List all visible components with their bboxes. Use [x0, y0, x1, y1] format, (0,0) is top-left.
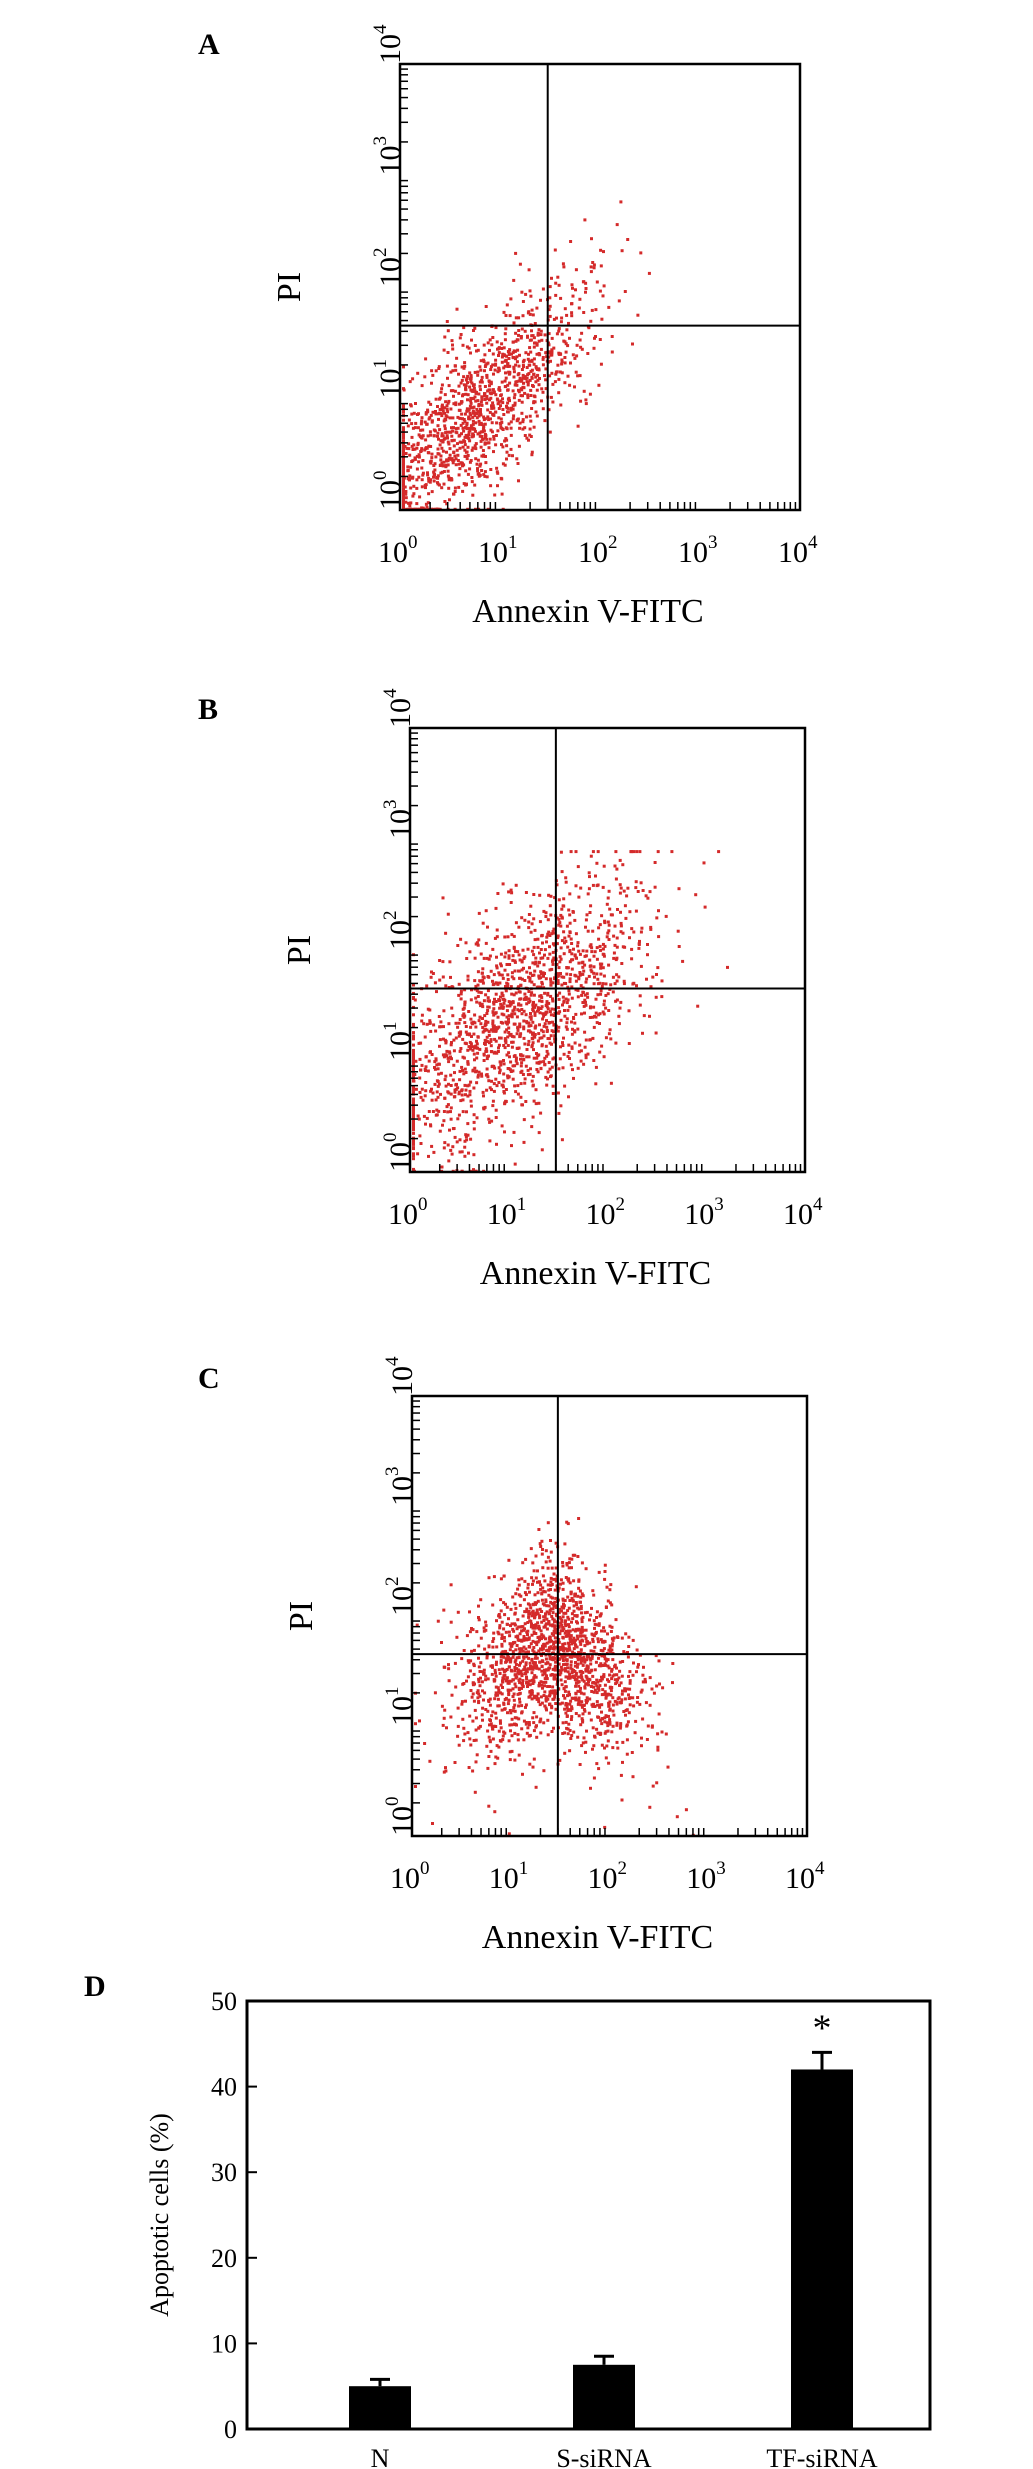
y-tick-label: 40 — [211, 2073, 237, 2102]
x-axis-label: Annexin V-FITC — [482, 1919, 713, 1956]
y-tick-label: 100 — [380, 1133, 417, 1173]
x-tick-label: 100 — [378, 532, 418, 569]
bar-chart-d: 0 10 20 30 40 50 N S-siRNA TF-siRNA * Apoptotic ce… — [145, 1987, 932, 2469]
x-tick-label: N — [371, 2444, 390, 2469]
x-tick-label: 100 — [390, 1858, 430, 1895]
plot-frame — [398, 62, 802, 512]
y-axis-label: PI — [283, 1601, 320, 1631]
x-tick-label: 103 — [686, 1858, 726, 1895]
bar-s-sirna — [573, 2364, 635, 2429]
bar-tf-sirna — [791, 2069, 853, 2429]
scatter-points — [414, 1517, 695, 1837]
x-tick-label: 102 — [586, 1194, 626, 1231]
plot-frame — [410, 1394, 809, 1838]
y-tick-label: 104 — [380, 688, 417, 728]
panel-letter-b: B — [198, 693, 219, 726]
y-tick-label: 0 — [224, 2415, 237, 2444]
y-axis-label: PI — [281, 935, 318, 965]
x-tick-label: 100 — [388, 1194, 428, 1231]
x-tick-label: 102 — [588, 1858, 628, 1895]
panel-letter-c: C — [198, 1362, 220, 1395]
x-tick-label: 104 — [778, 532, 818, 569]
x-tick-label: 103 — [684, 1194, 724, 1231]
y-tick-label: 30 — [211, 2158, 237, 2187]
x-tick-label: 101 — [487, 1194, 527, 1231]
significance-marker: * — [813, 2007, 832, 2049]
scatter-points — [412, 850, 729, 1173]
y-tick-label: 102 — [370, 248, 407, 288]
y-tick-label: 10 — [211, 2329, 237, 2358]
panel-letter-a: A — [198, 28, 220, 61]
x-tick-label: 102 — [578, 532, 618, 569]
x-tick-label: S-siRNA — [556, 2444, 652, 2469]
x-tick-label: 101 — [489, 1858, 529, 1895]
x-tick-label: 104 — [783, 1194, 823, 1231]
plot-frame — [408, 726, 807, 1174]
y-tick-label: 50 — [211, 1987, 237, 2016]
x-tick-label: TF-siRNA — [766, 2444, 877, 2469]
x-tick-label: 103 — [678, 532, 718, 569]
panel-letter-d: D — [84, 1970, 106, 2003]
x-tick-label: 101 — [478, 532, 518, 569]
y-axis-label: Apoptotic cells (%) — [145, 2113, 174, 2317]
x-axis-label: Annexin V-FITC — [472, 593, 703, 630]
y-axis-label: PI — [271, 272, 308, 302]
x-tick-label: 104 — [785, 1858, 825, 1895]
x-axis-label: Annexin V-FITC — [480, 1255, 711, 1292]
y-tick-label: 104 — [382, 1356, 419, 1396]
y-tick-label: 20 — [211, 2244, 237, 2273]
scatter-points — [402, 200, 651, 511]
y-tick-label: 104 — [370, 24, 407, 64]
